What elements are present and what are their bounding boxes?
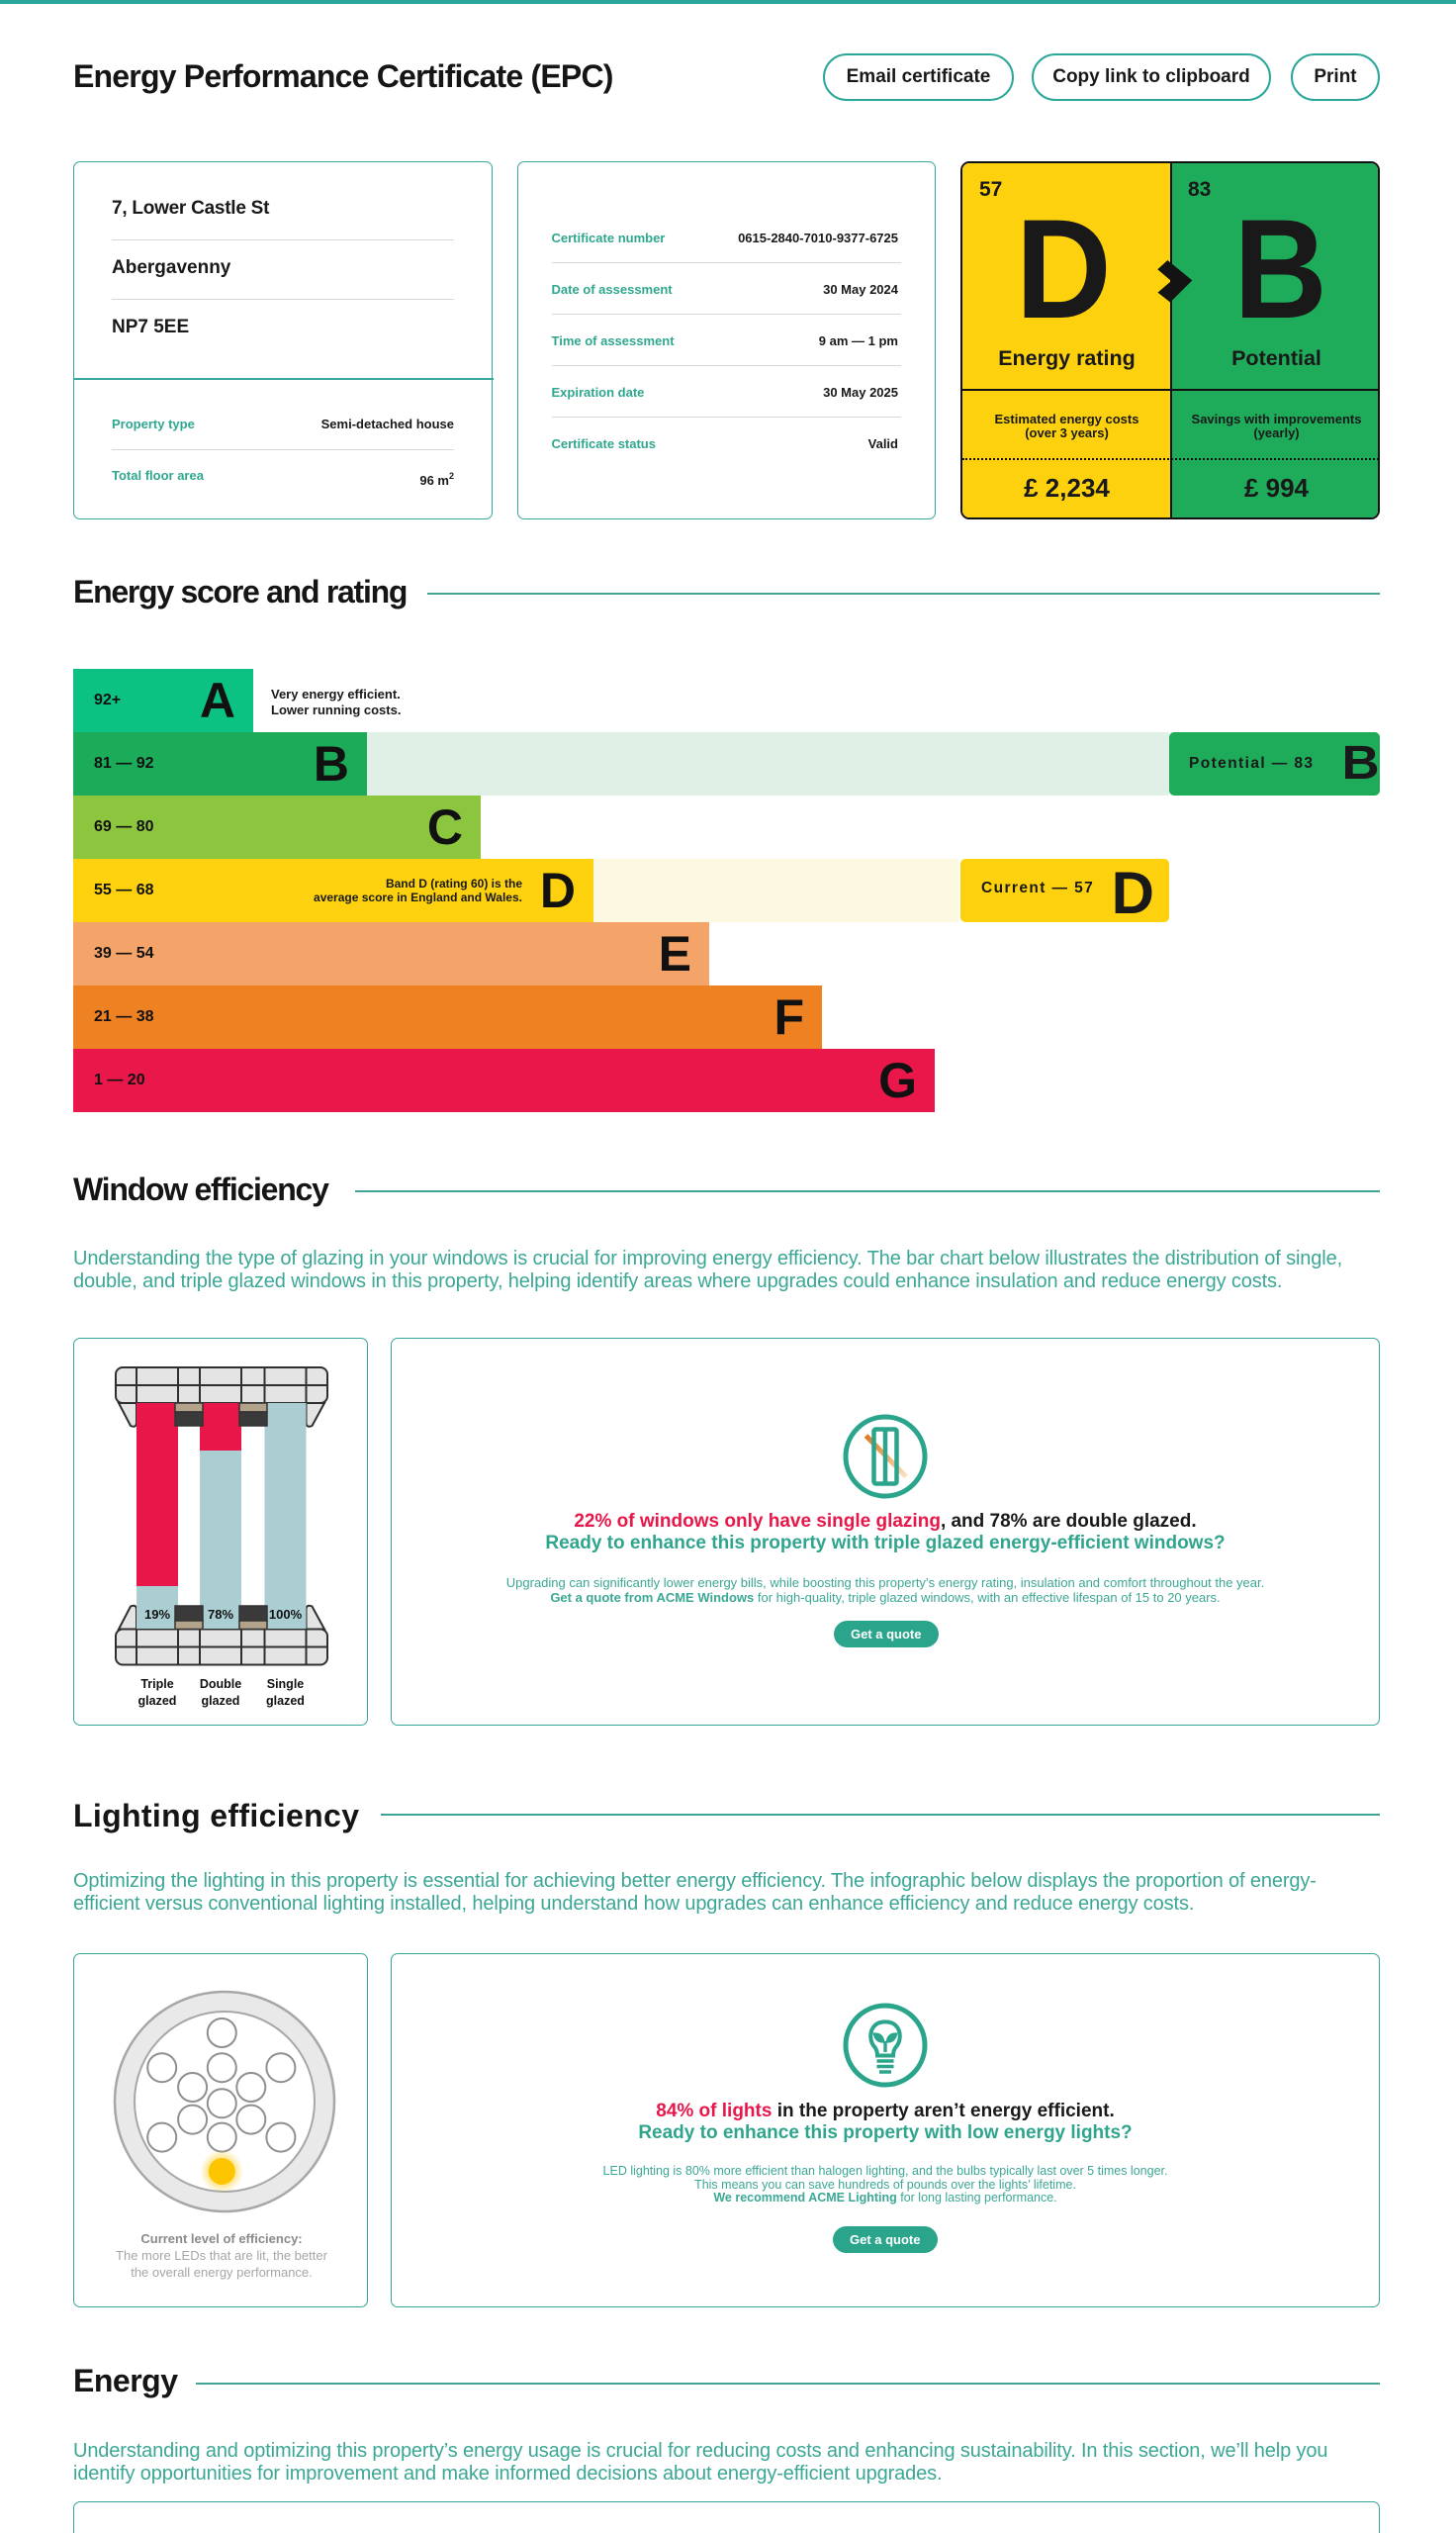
svg-text:the overall energy performance: the overall energy performance. (131, 2265, 313, 2280)
svg-text:Single: Single (267, 1677, 305, 1691)
svg-text:Triple: Triple (140, 1677, 173, 1691)
svg-text:glazed: glazed (266, 1694, 305, 1708)
svg-text:Current level of efficiency:: Current level of efficiency: (140, 2231, 302, 2246)
svg-text:glazed: glazed (138, 1694, 177, 1708)
svg-text:19%: 19% (144, 1607, 170, 1622)
svg-text:glazed: glazed (202, 1694, 240, 1708)
svg-text:100%: 100% (269, 1607, 303, 1622)
svg-text:Double: Double (200, 1677, 241, 1691)
svg-text:The more LEDs that are lit, th: The more LEDs that are lit, the better (116, 2248, 328, 2263)
svg-text:78%: 78% (208, 1607, 233, 1622)
